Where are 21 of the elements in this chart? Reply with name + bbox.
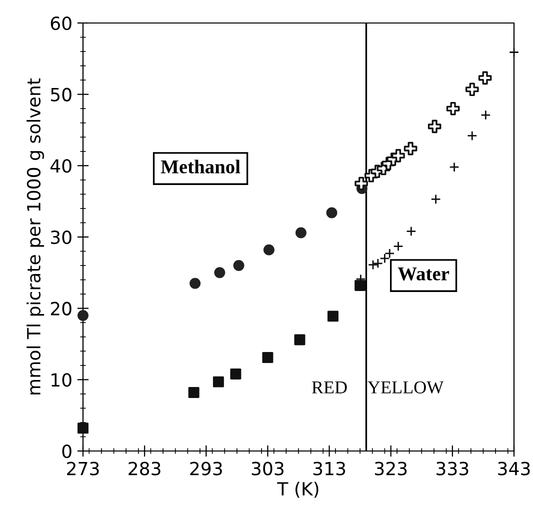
y-axis-title: mmol Tl picrate per 1000 g solvent <box>26 78 44 394</box>
x-tick-label: 343 <box>498 462 530 476</box>
x-tick-label: 273 <box>67 462 99 476</box>
y-tick-label: 50 <box>51 88 72 102</box>
x-tick-label: 323 <box>375 462 407 476</box>
x-tick-label: 283 <box>128 462 160 476</box>
annotation: Methanol <box>160 160 240 174</box>
y-tick-label: 40 <box>50 159 72 173</box>
y-tick-label: 0 <box>62 444 72 458</box>
y-tick-label: 20 <box>50 302 72 316</box>
x-tick-label: 303 <box>252 462 284 476</box>
x-tick-label: 313 <box>313 462 346 476</box>
x-tick-label: 333 <box>436 462 468 476</box>
annotation: YELLOW <box>368 381 444 394</box>
annotation: Water <box>398 267 450 280</box>
y-tick-label: 30 <box>50 230 72 244</box>
annotation: RED <box>312 381 347 394</box>
y-tick-label: 10 <box>52 373 72 387</box>
y-tick-label: 60 <box>50 16 72 30</box>
x-axis-title: T (K) <box>277 482 318 498</box>
x-tick-label: 293 <box>190 462 222 476</box>
